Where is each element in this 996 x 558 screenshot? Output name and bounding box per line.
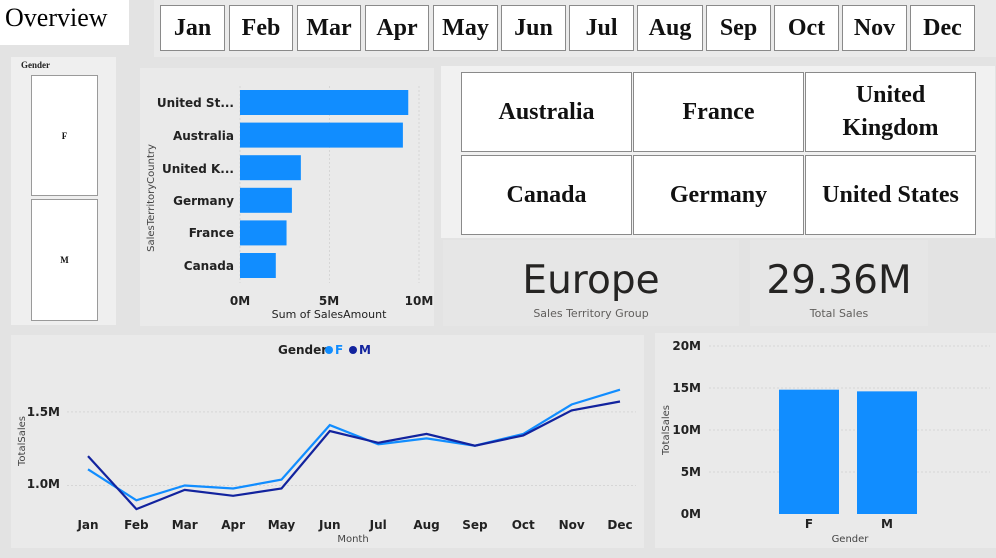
legend-marker-m <box>349 346 357 354</box>
country-sales-bar[interactable] <box>240 253 276 278</box>
month-button-dec[interactable]: Dec <box>910 5 975 51</box>
bar-x-axis-title: Sum of SalesAmount <box>272 308 387 321</box>
month-button-mar[interactable]: Mar <box>297 5 361 51</box>
month-button-oct[interactable]: Oct <box>774 5 839 51</box>
line-x-tick-label: Aug <box>413 518 439 532</box>
column-x-tick-label: M <box>881 517 893 531</box>
column-y-axis-title: TotalSales <box>661 405 672 456</box>
country-slicer: Australia France United Kingdom Canada G… <box>441 66 995 238</box>
country-sales-bar[interactable] <box>240 122 403 148</box>
country-button-united-kingdom[interactable]: United Kingdom <box>805 72 976 152</box>
column-y-tick-label: 20M <box>672 339 701 353</box>
bar-category-label: United K... <box>162 162 234 176</box>
month-button-nov[interactable]: Nov <box>842 5 907 51</box>
country-button-france[interactable]: France <box>633 72 804 152</box>
line-x-axis-title: Month <box>337 534 368 545</box>
legend-marker-f <box>325 346 333 354</box>
country-button-australia[interactable]: Australia <box>461 72 632 152</box>
territory-group-value: Europe <box>522 258 660 303</box>
bar-category-label: Canada <box>184 259 234 273</box>
line-legend-title: Gender <box>278 343 327 357</box>
monthly-sales-line-svg: Gender F M 1.5M 1.0M Jan Feb Mar Apr May Jun J… <box>17 343 636 545</box>
line-y-tick-label: 1.5M <box>27 405 60 419</box>
month-button-jun[interactable]: Jun <box>501 5 566 51</box>
column-x-tick-label: F <box>805 517 813 531</box>
gender-slicer: Gender F M <box>11 57 116 325</box>
column-x-axis-title: Gender <box>832 534 870 545</box>
page-title-box: Overview <box>0 0 129 45</box>
bar-x-tick-label: 10M <box>405 294 434 308</box>
territory-group-card: Europe Sales Territory Group <box>443 240 739 326</box>
line-x-tick-label: Jan <box>76 518 98 532</box>
gender-slicer-title: Gender <box>21 60 50 70</box>
line-x-tick-label: Nov <box>559 518 585 532</box>
month-button-sep[interactable]: Sep <box>706 5 771 51</box>
line-x-tick-label: Jul <box>369 518 387 532</box>
line-legend-m: M <box>359 343 371 357</box>
line-x-tick-label: Jun <box>318 518 341 532</box>
total-sales-label: Total Sales <box>809 307 869 320</box>
line-legend: Gender F M <box>278 343 371 357</box>
bar-x-tick-label: 0M <box>230 294 250 308</box>
month-button-aug[interactable]: Aug <box>637 5 703 51</box>
country-sales-bar[interactable] <box>240 90 409 115</box>
month-button-apr[interactable]: Apr <box>365 5 429 51</box>
line-x-tick-label: Oct <box>512 518 535 532</box>
country-sales-bar[interactable] <box>240 155 301 181</box>
country-sales-bar-svg: United St... Australia United K... Germa… <box>146 86 434 321</box>
column-y-tick-label: 10M <box>672 423 701 437</box>
line-y-tick-label: 1.0M <box>27 477 60 491</box>
gender-sales-column[interactable] <box>857 391 917 514</box>
bar-category-label: France <box>189 226 234 240</box>
month-button-feb[interactable]: Feb <box>229 5 293 51</box>
month-button-jan[interactable]: Jan <box>160 5 225 51</box>
column-y-tick-label: 0M <box>681 507 701 521</box>
line-y-axis-title: TotalSales <box>17 416 28 467</box>
line-x-tick-label: May <box>268 518 296 532</box>
gender-button-f[interactable]: F <box>31 75 98 196</box>
gender-sales-column-svg: 20M 15M 10M 5M 0M F M Gender TotalSales <box>661 339 990 545</box>
month-slicer: Jan Feb Mar Apr May Jun Jul Aug Sep Oct … <box>154 0 996 57</box>
line-x-tick-label: Mar <box>172 518 198 532</box>
line-legend-f: F <box>335 343 343 357</box>
month-button-jul[interactable]: Jul <box>569 5 634 51</box>
country-sales-bar[interactable] <box>240 220 287 246</box>
bar-category-label: Germany <box>173 194 234 208</box>
line-x-tick-label: Apr <box>221 518 245 532</box>
page-title: Overview <box>5 3 108 32</box>
gender-sales-column-chart: 20M 15M 10M 5M 0M F M Gender TotalSales <box>655 333 996 548</box>
line-x-tick-label: Feb <box>124 518 149 532</box>
column-y-tick-label: 15M <box>672 381 701 395</box>
country-button-united-states[interactable]: United States <box>805 155 976 235</box>
total-sales-value: 29.36M <box>766 258 912 303</box>
country-sales-bar[interactable] <box>240 187 292 213</box>
gender-sales-column[interactable] <box>779 389 839 514</box>
bar-category-label: United St... <box>157 96 234 110</box>
line-x-tick-label: Dec <box>607 518 632 532</box>
line-series-m[interactable] <box>87 400 621 511</box>
column-y-tick-label: 5M <box>681 465 701 479</box>
gender-button-m[interactable]: M <box>31 199 98 321</box>
country-sales-bar-chart: United St... Australia United K... Germa… <box>140 68 434 326</box>
line-series-f[interactable] <box>87 388 621 502</box>
country-button-canada[interactable]: Canada <box>461 155 632 235</box>
line-x-tick-label: Sep <box>462 518 488 532</box>
bar-y-axis-title: SalesTerritoryCountry <box>146 144 157 252</box>
country-button-germany[interactable]: Germany <box>633 155 804 235</box>
total-sales-card: 29.36M Total Sales <box>750 240 928 326</box>
bar-category-label: Australia <box>173 129 234 143</box>
monthly-sales-line-chart: Gender F M 1.5M 1.0M Jan Feb Mar Apr May Jun J… <box>11 335 644 548</box>
territory-group-label: Sales Territory Group <box>533 307 649 320</box>
month-button-may[interactable]: May <box>433 5 498 51</box>
bar-x-tick-label: 5M <box>319 294 339 308</box>
